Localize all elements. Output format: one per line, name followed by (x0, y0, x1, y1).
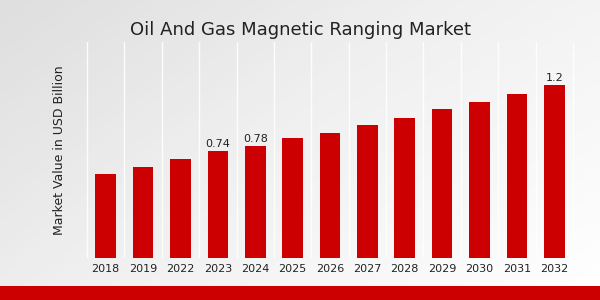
Text: Oil And Gas Magnetic Ranging Market: Oil And Gas Magnetic Ranging Market (130, 21, 470, 39)
Bar (506, 94, 527, 258)
Bar (544, 85, 565, 258)
Bar (170, 159, 191, 258)
Bar (469, 102, 490, 258)
Bar (320, 133, 340, 258)
Bar (95, 175, 116, 258)
Bar (394, 118, 415, 258)
Bar (133, 167, 154, 258)
Bar (432, 109, 452, 258)
Text: 0.74: 0.74 (205, 139, 230, 149)
Text: 0.78: 0.78 (243, 134, 268, 143)
Bar (245, 146, 266, 258)
Bar (283, 138, 303, 258)
Y-axis label: Market Value in USD Billion: Market Value in USD Billion (53, 65, 67, 235)
Bar (357, 125, 377, 258)
Text: 1.2: 1.2 (545, 73, 563, 83)
Bar (208, 152, 228, 258)
